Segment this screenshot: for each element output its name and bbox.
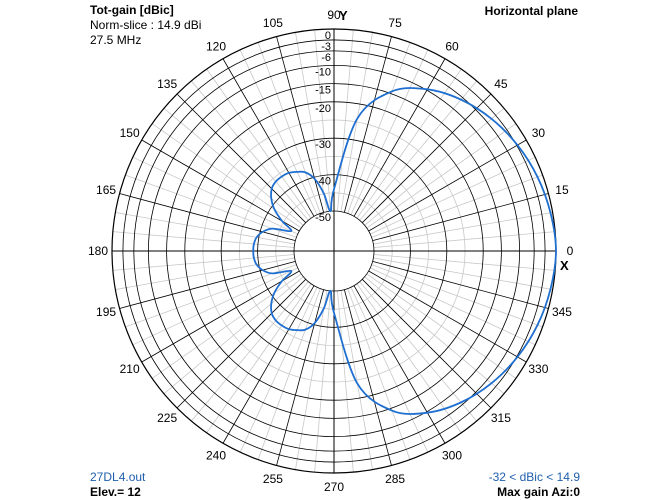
frequency-text: 27.5 MHz: [90, 33, 142, 47]
ring--3: [122, 39, 546, 463]
gain-range-text: -32 < dBic < 14.9: [488, 470, 580, 484]
angle-tick-label: 300: [442, 448, 462, 462]
angle-tick-label: 60: [445, 40, 459, 54]
major-spoke: [176, 93, 306, 223]
angle-tick-label: 240: [206, 448, 226, 462]
x-axis-label: X: [560, 258, 569, 273]
angle-tick-label: 270: [324, 480, 344, 494]
major-spoke: [276, 36, 325, 213]
major-spoke: [372, 193, 549, 242]
major-spoke: [176, 279, 306, 409]
angle-tick-label: 330: [528, 362, 548, 376]
max-gain-text: Max gain Azi:0: [497, 485, 580, 499]
ring--6: [133, 50, 535, 452]
ring--50: [293, 210, 375, 292]
norm-slice-text: Norm-slice : 14.9 dBi: [90, 18, 202, 32]
ring--40: [257, 174, 411, 328]
angle-tick-labels: 0 15 30 45 60 75 90 105 120 135 150 165 180 195 210 225…: [88, 8, 574, 494]
angle-tick-label: 195: [96, 305, 116, 319]
major-spoke: [353, 58, 446, 217]
radial-tick-labels: 0-3-6-10-15-20-30-40-50: [315, 30, 331, 224]
major-spoke: [141, 139, 300, 232]
radial-tick-label: -15: [315, 85, 331, 97]
radial-tick-label: -10: [315, 66, 331, 78]
y-axis-label: Y: [339, 8, 348, 23]
angle-tick-label: 0: [567, 244, 574, 258]
major-spoke: [372, 260, 549, 309]
major-spoke: [141, 270, 300, 363]
angle-tick-label: 105: [263, 16, 283, 30]
major-spoke: [343, 36, 392, 213]
gain-pattern-trace: [252, 87, 557, 415]
major-spoke: [119, 260, 296, 309]
ring--20: [184, 101, 484, 401]
filename-text: 27DL4.out: [90, 470, 146, 484]
radial-tick-label: -6: [321, 52, 331, 64]
angle-tick-label: 180: [88, 244, 108, 258]
ring--15: [166, 83, 502, 419]
major-spoke: [362, 93, 492, 223]
major-spoke: [362, 279, 492, 409]
radial-tick-label: -50: [315, 212, 331, 224]
angle-tick-label: 150: [120, 126, 140, 140]
angle-tick-label: 90: [327, 8, 341, 22]
major-spoke: [222, 58, 315, 217]
angle-tick-label: 315: [491, 411, 511, 425]
chart-title: Tot-gain [dBic]: [90, 3, 174, 17]
major-spoke: [343, 289, 392, 466]
elevation-text: Elev.= 12: [90, 485, 141, 499]
angle-tick-label: 165: [96, 183, 116, 197]
angle-tick-label: 255: [263, 472, 283, 486]
radial-tick-label: 0: [325, 30, 331, 42]
major-spoke: [222, 285, 315, 444]
major-spoke: [368, 270, 527, 363]
angle-tick-label: 30: [532, 126, 546, 140]
plane-title: Horizontal plane: [484, 4, 578, 18]
radial-tick-label: -20: [315, 103, 331, 115]
angle-tick-label: 225: [157, 411, 177, 425]
angle-tick-label: 210: [120, 362, 140, 376]
major-spoke: [119, 193, 296, 242]
major-spoke: [368, 139, 527, 232]
angle-tick-label: 45: [494, 77, 508, 91]
angle-tick-label: 15: [555, 183, 569, 197]
major-spoke: [353, 285, 446, 444]
radial-tick-label: -30: [315, 139, 331, 151]
angle-tick-label: 75: [388, 16, 402, 30]
angle-tick-label: 120: [206, 40, 226, 54]
ring--30: [220, 137, 448, 365]
radial-tick-label: -3: [321, 41, 331, 53]
angle-tick-label: 345: [552, 305, 572, 319]
angle-tick-label: 285: [385, 472, 405, 486]
major-spoke: [276, 289, 325, 466]
angle-tick-label: 135: [157, 77, 177, 91]
ring--10: [147, 64, 521, 438]
major-grid: [111, 28, 557, 474]
